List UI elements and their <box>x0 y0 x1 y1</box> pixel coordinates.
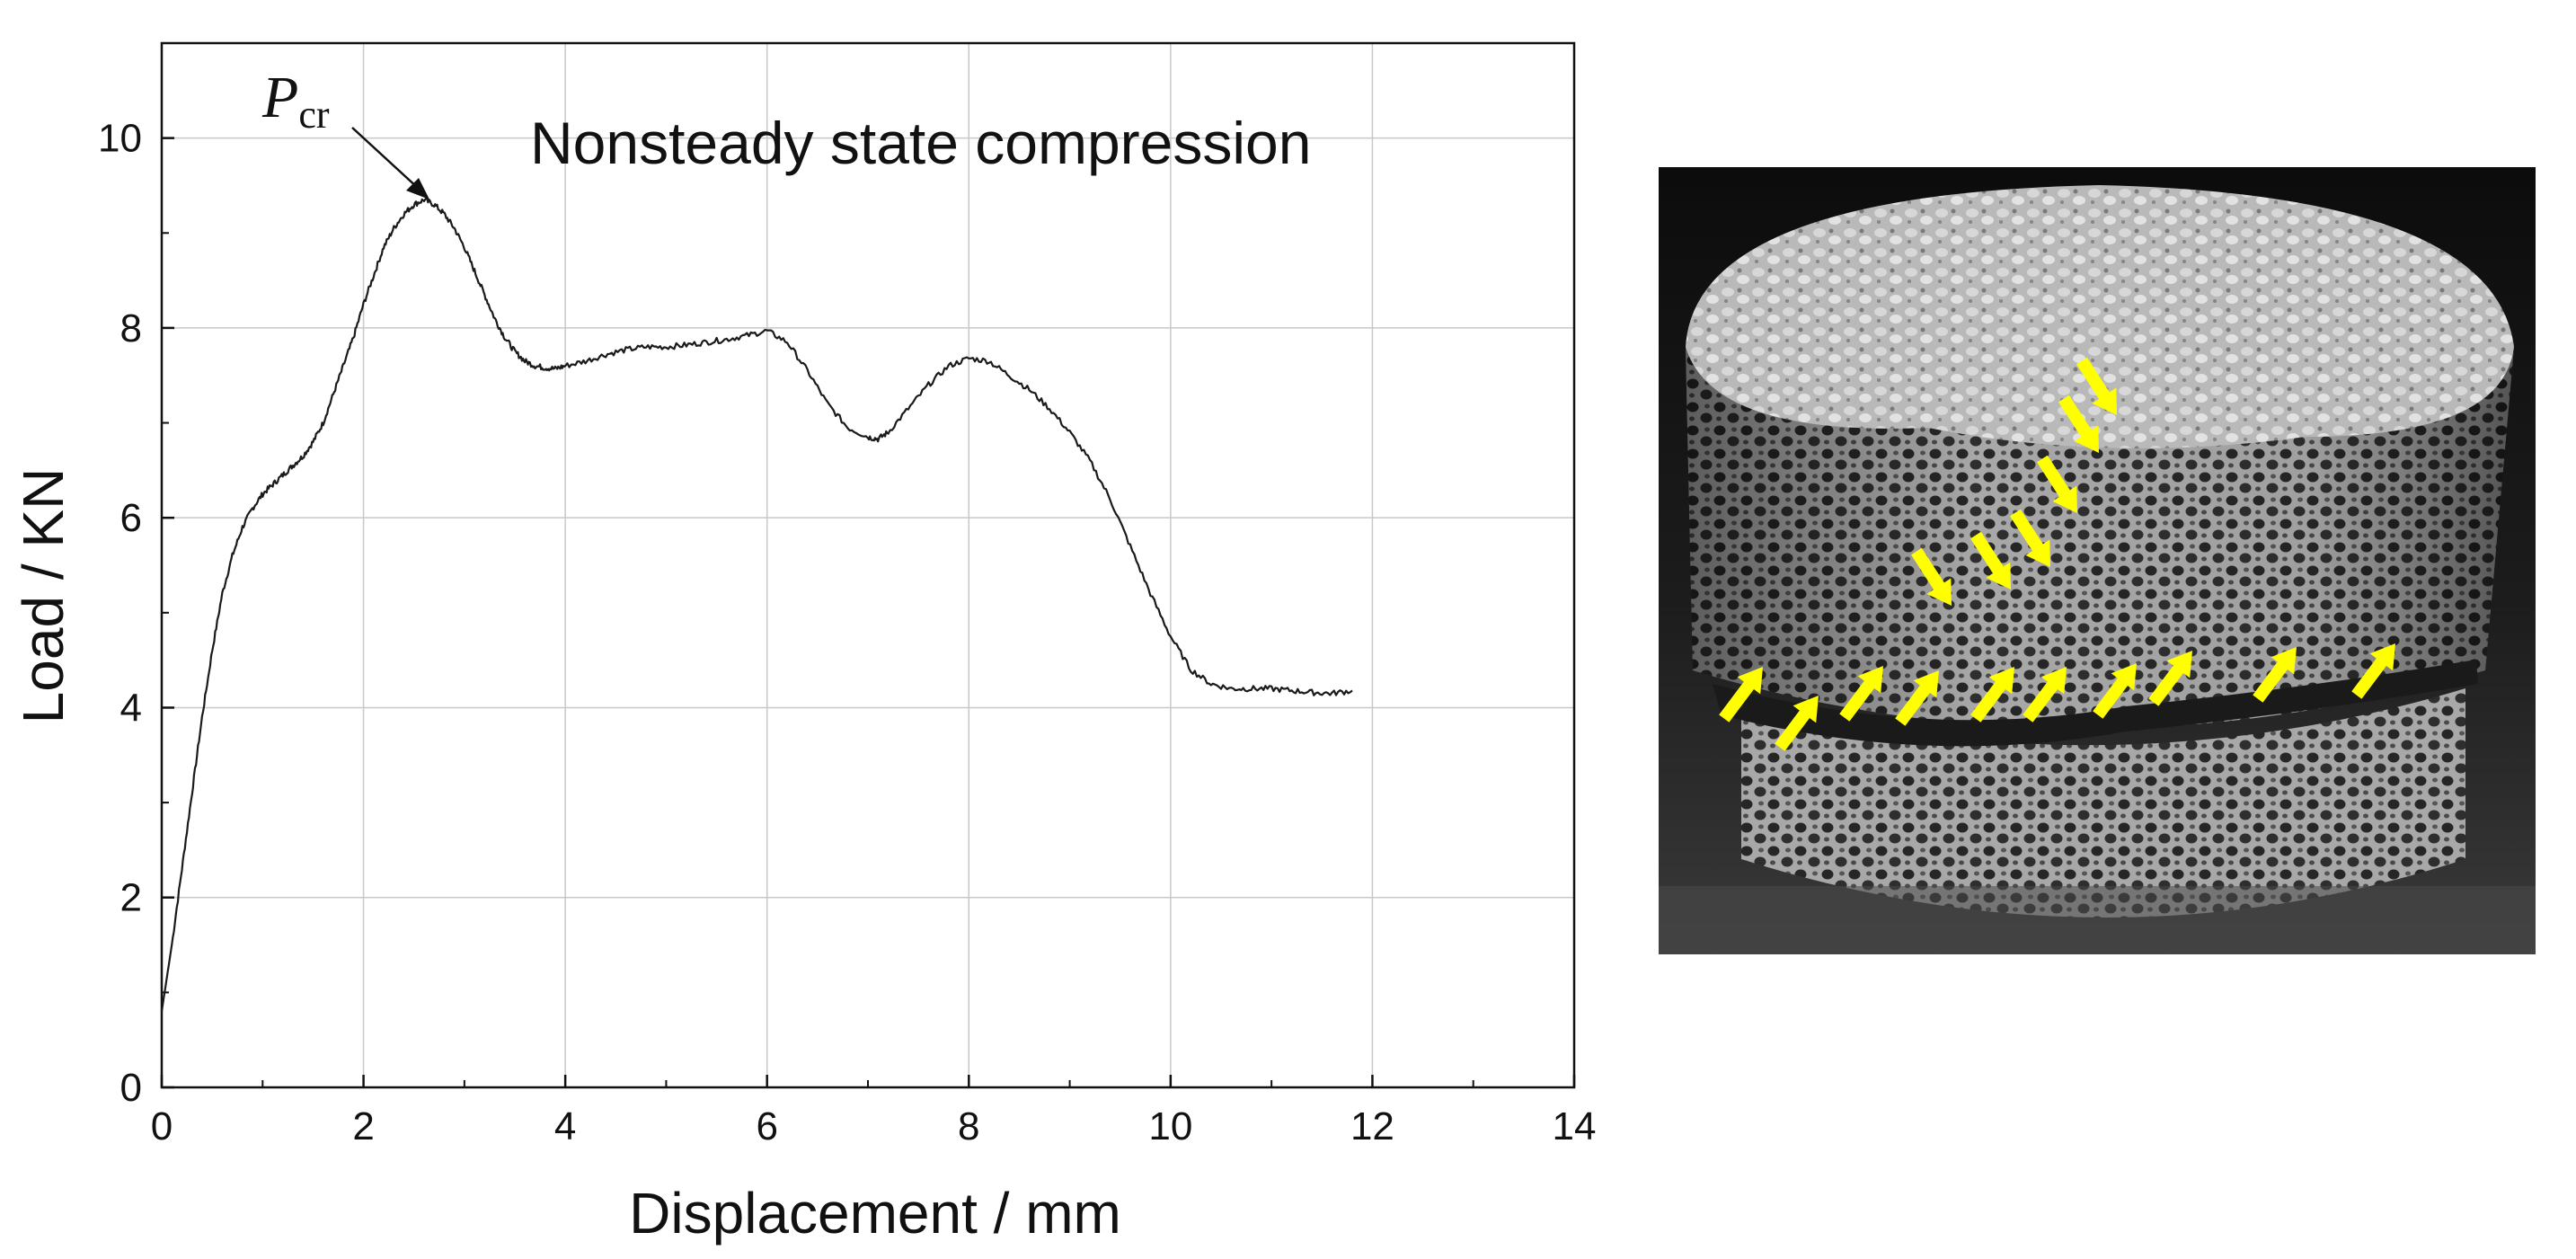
yellow-arrow <box>1911 547 1952 606</box>
x-tick-label: 2 <box>352 1104 374 1148</box>
y-tick-label: 0 <box>120 1066 142 1110</box>
grid-lines <box>162 43 1574 1087</box>
pcr-annotation-arrowhead <box>406 178 429 199</box>
yellow-arrow <box>2148 651 2192 706</box>
pcr-annotation-subscript: cr <box>298 93 330 137</box>
specimen-top-face <box>1686 185 2514 448</box>
yellow-arrow <box>1970 531 2011 590</box>
y-axis-label: Load / KN <box>11 468 75 724</box>
yellow-arrow-annotations <box>1719 357 2395 751</box>
pcr-annotation-label: Pcr <box>261 65 330 137</box>
yellow-arrow <box>2093 663 2137 719</box>
x-tick-label: 4 <box>554 1104 576 1148</box>
specimen-side-shading <box>1686 347 2514 729</box>
axis-ticks <box>160 137 1576 1089</box>
foam-specimen-photo <box>1659 167 2536 954</box>
pcr-annotation-arrow <box>351 127 420 190</box>
tick-labels: 0 2 4 6 8 10 12 14 0 2 4 6 8 10 <box>98 117 1596 1148</box>
x-tick-label: 0 <box>151 1104 173 1148</box>
yellow-arrow <box>2037 455 2077 513</box>
table-surface <box>1659 886 2536 954</box>
yellow-arrow <box>1775 696 1819 751</box>
yellow-arrow <box>1839 666 1883 722</box>
yellow-arrow <box>2076 357 2117 415</box>
pcr-annotation-main: P <box>261 65 298 130</box>
x-tick-label: 6 <box>756 1104 777 1148</box>
x-tick-label: 8 <box>958 1104 979 1148</box>
x-tick-label: 12 <box>1350 1104 1394 1148</box>
load-displacement-chart: 0 2 4 6 8 10 12 14 0 2 4 6 8 10 Nonsteady state compr… <box>11 41 1596 1246</box>
x-tick-label: 14 <box>1553 1104 1597 1148</box>
y-tick-label: 4 <box>120 686 142 730</box>
yellow-arrow <box>2058 395 2099 453</box>
yellow-arrow <box>2023 667 2067 723</box>
foam-specimen-illustration <box>1659 167 2536 954</box>
yellow-arrow <box>1970 667 2014 723</box>
yellow-arrow <box>2351 643 2395 699</box>
chart-title: Nonsteady state compression <box>530 110 1311 176</box>
x-tick-label: 10 <box>1148 1104 1192 1148</box>
plot-frame <box>160 41 1576 1089</box>
y-tick-label: 6 <box>120 496 142 540</box>
load-curve-line <box>160 197 1353 1012</box>
yellow-arrow <box>1895 670 1939 726</box>
yellow-arrow <box>2253 647 2297 703</box>
y-tick-label: 2 <box>120 876 142 920</box>
yellow-arrow <box>2010 509 2050 567</box>
x-axis-label: Displacement / mm <box>629 1181 1121 1246</box>
yellow-arrow <box>1719 667 1763 723</box>
y-tick-label: 10 <box>98 117 142 161</box>
y-tick-label: 8 <box>120 306 142 350</box>
specimen-lower-body <box>1741 688 2465 918</box>
